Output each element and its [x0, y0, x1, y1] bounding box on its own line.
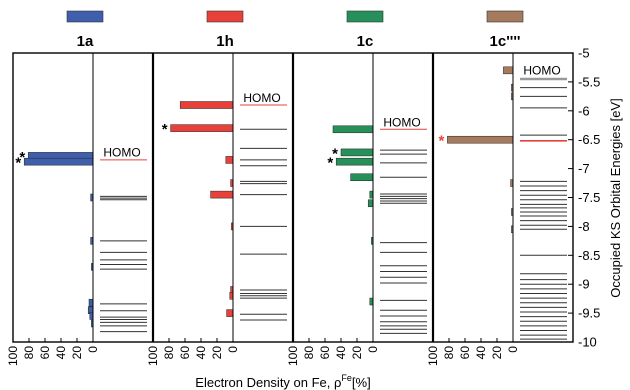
- bar-marker: *: [162, 121, 168, 138]
- legend-label: 1h: [216, 33, 234, 50]
- y-tick-label: -9: [578, 277, 590, 292]
- legend-label: 1a: [77, 33, 94, 50]
- legend-swatch: [206, 10, 244, 23]
- bar-marker: *: [15, 155, 21, 172]
- bar: [350, 173, 374, 182]
- y-tick-label: -5: [578, 46, 590, 61]
- legend-swatch: [66, 10, 104, 23]
- x-tick-label: 0: [226, 346, 240, 353]
- legend-swatch: [486, 10, 524, 23]
- y-tick-label: -6.5: [578, 132, 600, 147]
- legend-swatch: [346, 10, 384, 23]
- x-tick-label: 60: [318, 346, 332, 360]
- bar-marker: *: [332, 145, 338, 162]
- x-tick-label: 100: [426, 346, 440, 366]
- bar: [367, 199, 374, 208]
- y-tick-label: -9.5: [578, 306, 600, 321]
- y-tick-label: -10: [578, 335, 597, 350]
- y-tick-label: -7.5: [578, 190, 600, 205]
- x-tick-label: 20: [490, 346, 504, 360]
- homo-label: HOMO: [103, 145, 140, 159]
- x-axis-title-main: Electron Density on Fe, ρ: [195, 375, 341, 390]
- bar-marker: *: [327, 155, 333, 172]
- homo-label: HOMO: [243, 91, 280, 105]
- bar: [332, 125, 374, 134]
- bar: [503, 66, 514, 75]
- bar: [179, 101, 234, 109]
- legend-label: 1c'''': [490, 33, 521, 50]
- homo-label: HOMO: [383, 115, 420, 129]
- x-tick-label: 40: [474, 346, 488, 360]
- x-tick-label: 0: [86, 346, 100, 353]
- x-axis-title-unit: [%]: [352, 375, 371, 390]
- bar: [340, 148, 374, 157]
- x-tick-label: 80: [22, 346, 36, 360]
- legend-label: 1c: [357, 33, 374, 50]
- x-tick-label: 80: [162, 346, 176, 360]
- x-axis-title-superscript: Fe: [341, 373, 352, 383]
- bar: [88, 298, 94, 307]
- y-tick-label: -7: [578, 161, 590, 176]
- x-tick-label: 40: [194, 346, 208, 360]
- y-tick-label: -6: [578, 103, 590, 118]
- bar: [23, 157, 94, 166]
- x-tick-label: 100: [286, 346, 300, 366]
- bar: [335, 157, 374, 166]
- x-tick-label: 60: [38, 346, 52, 360]
- x-tick-label: 100: [6, 346, 20, 366]
- x-tick-label: 60: [458, 346, 472, 360]
- y-axis: -5 -5.5 -6 -6.5 -7 -7.5 -8 -8.5 -9 -9.5 -10: [568, 46, 600, 350]
- bar: [226, 309, 234, 317]
- x-tick-label: 80: [442, 346, 456, 360]
- x-tick-label: 20: [210, 346, 224, 360]
- x-tick-label: 20: [70, 346, 84, 360]
- bar-marker: *: [19, 149, 25, 166]
- x-tick-label: 20: [350, 346, 364, 360]
- x-tick-label: 100: [146, 346, 160, 366]
- bar: [225, 156, 234, 164]
- panel-3: 1c HOMO ** 100 80 60 40 20 0: [286, 10, 427, 366]
- x-axis-title: Electron Density on Fe, ρFe[%]: [195, 373, 370, 390]
- x-tick-label: 0: [506, 346, 520, 353]
- homo-label: HOMO: [523, 63, 560, 77]
- x-tick-label: 40: [54, 346, 68, 360]
- y-tick-label: -8: [578, 219, 590, 234]
- x-tick-label: 60: [178, 346, 192, 360]
- panel-2: 1h HOMO * 100 80 60 40 20 0: [146, 10, 287, 366]
- bar: [447, 135, 514, 144]
- panel-1: 1a HOMO ** 100 80 60 40 20 0: [6, 10, 147, 366]
- panel-4: 1c''''HOMO * 100 80 60 40 20 0: [426, 10, 567, 366]
- bar-marker: *: [439, 133, 445, 150]
- y-tick-label: -5.5: [578, 74, 600, 89]
- bar: [210, 190, 234, 199]
- x-tick-label: 40: [334, 346, 348, 360]
- y-axis-title: Occupied KS Orbital Energies [eV]: [608, 98, 623, 297]
- x-tick-label: 0: [366, 346, 380, 353]
- bar: [170, 124, 234, 132]
- y-tick-label: -8.5: [578, 248, 600, 263]
- x-tick-label: 80: [302, 346, 316, 360]
